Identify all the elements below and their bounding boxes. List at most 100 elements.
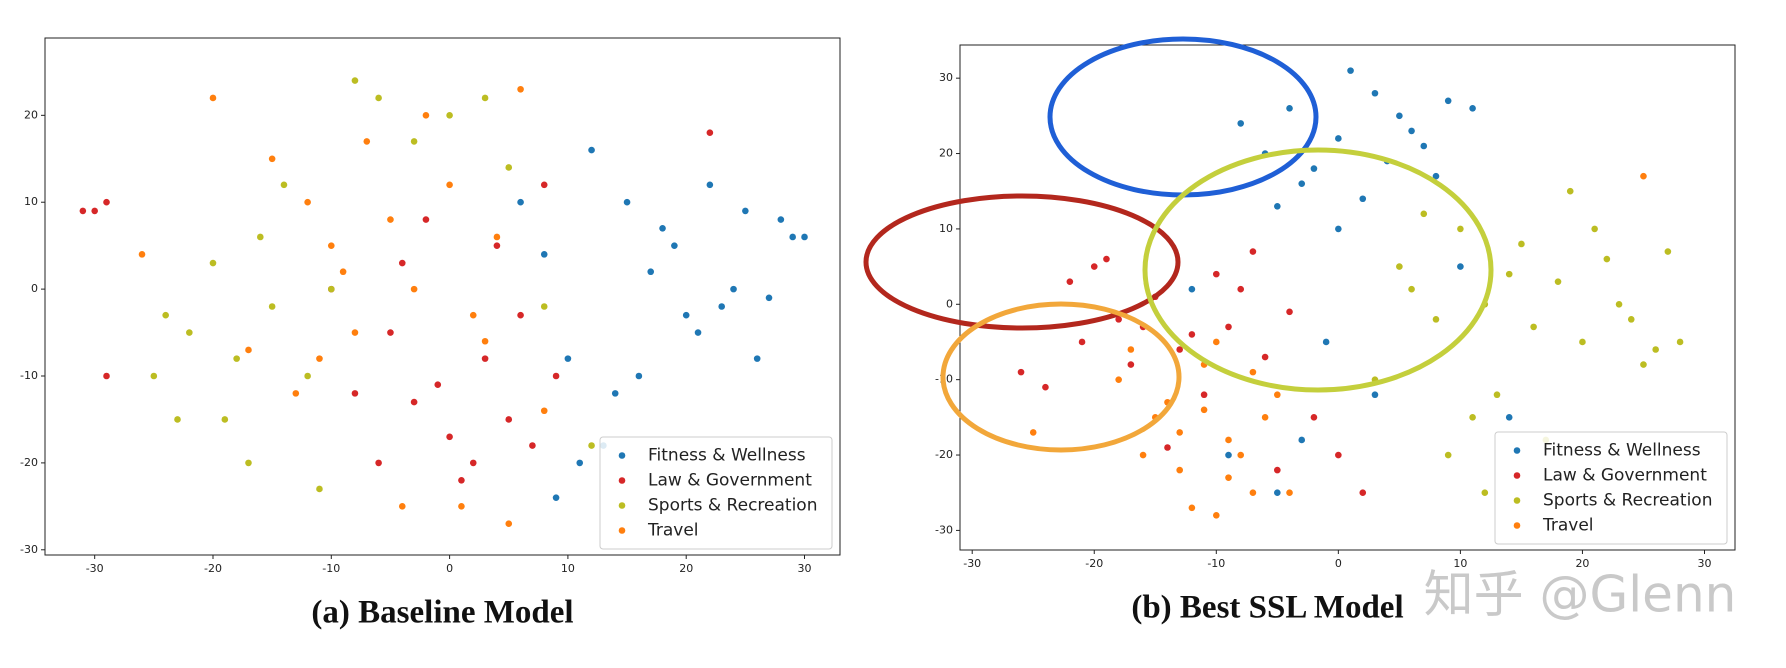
point [1212,512,1220,519]
y-tick-label: -10 [20,369,38,382]
point [1505,414,1513,421]
point [552,494,560,501]
legend-marker [1513,522,1521,529]
point [1566,187,1574,195]
point [1664,248,1672,255]
legend-marker [618,477,626,484]
point [706,181,714,189]
y-tick-label: -20 [935,448,953,461]
point [446,112,453,119]
point [1640,361,1647,368]
point [1017,368,1025,376]
point [1188,504,1196,512]
point [1090,263,1098,270]
point [327,242,335,249]
caption: (a) Baseline Model [311,595,573,631]
point [647,268,655,276]
legend-marker [618,502,626,509]
point [1469,105,1476,112]
point [765,294,773,302]
point [1518,240,1525,248]
point [493,242,501,249]
point [517,85,524,93]
legend-label: Law & Government [1543,466,1707,486]
point [1579,338,1586,346]
point [1066,278,1074,285]
point [268,303,276,310]
point [1188,331,1196,338]
point [245,459,252,467]
point [742,207,749,215]
point [1164,444,1171,451]
point [209,94,217,102]
point [505,164,513,171]
legend-marker [1513,472,1521,479]
point [1249,248,1257,255]
point [469,459,477,467]
point [186,329,193,336]
point [1237,285,1245,293]
x-tick-label: 0 [446,562,453,575]
point [1615,300,1623,308]
point [446,433,453,441]
point [481,94,489,102]
point [1554,278,1562,285]
point [1212,270,1220,278]
x-tick-label: 20 [679,562,693,575]
point [1274,391,1281,399]
point [1274,466,1281,474]
point [162,311,169,319]
legend-marker [1513,497,1521,504]
point [493,233,501,241]
point [659,224,666,232]
point [1396,112,1403,120]
point [1640,172,1647,180]
x-tick-label: 10 [561,562,575,575]
point [588,146,595,154]
point [327,285,335,293]
point [1249,489,1257,497]
point [316,355,323,362]
legend-label: Sports & Recreation [1543,491,1712,511]
point [1225,323,1232,331]
point [1176,346,1183,353]
point [1335,451,1342,459]
y-tick-label: 10 [24,195,38,208]
point [410,398,418,406]
point [718,303,725,310]
point [1029,429,1037,436]
point [540,407,548,415]
point [150,372,158,380]
point [304,372,311,380]
point [398,259,406,267]
y-tick-label: 20 [24,108,38,121]
point [79,207,87,215]
point [245,346,252,354]
point [801,233,808,241]
plot-area [959,44,1736,551]
point [1103,255,1110,263]
point [387,329,394,336]
point [1176,429,1183,436]
point [1298,436,1306,444]
point [1627,316,1635,323]
point [103,372,110,380]
point [280,181,288,189]
point [1420,142,1428,150]
x-tick-label: -30 [86,562,104,575]
point [458,476,465,484]
legend-label: Law & Government [648,471,812,491]
point [1139,451,1147,459]
point [1078,338,1086,346]
point [458,503,465,510]
legend-label: Travel [647,521,699,541]
point [1322,338,1330,346]
x-tick-label: -10 [1207,557,1225,570]
point [351,390,359,397]
point [623,198,631,206]
point [1212,338,1220,346]
point [505,416,513,423]
point [1286,489,1293,497]
point [233,355,240,362]
point [292,390,300,397]
